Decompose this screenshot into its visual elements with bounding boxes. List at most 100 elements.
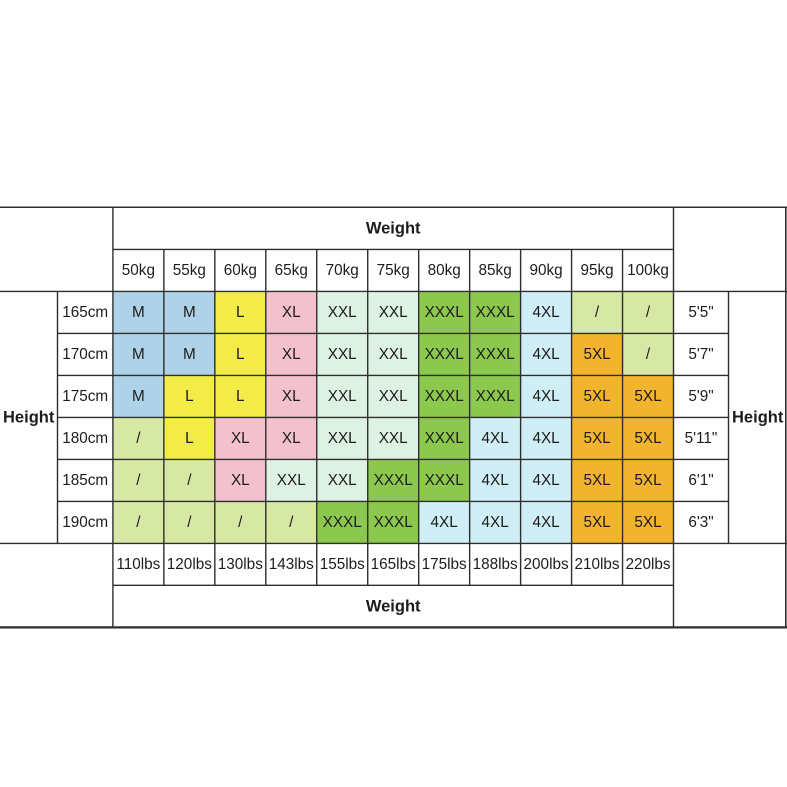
svg-text:/: / <box>646 346 651 363</box>
svg-text:4XL: 4XL <box>532 514 559 531</box>
svg-text:143lbs: 143lbs <box>269 556 314 573</box>
svg-text:5XL: 5XL <box>634 472 661 489</box>
svg-text:6'3": 6'3" <box>688 514 713 531</box>
svg-text:XXL: XXL <box>379 430 408 447</box>
svg-text:XXL: XXL <box>328 430 357 447</box>
svg-text:165lbs: 165lbs <box>371 556 416 573</box>
svg-text:4XL: 4XL <box>532 388 559 405</box>
svg-text:XXXL: XXXL <box>425 388 464 405</box>
svg-text:4XL: 4XL <box>482 430 509 447</box>
svg-text:Weight: Weight <box>366 219 421 237</box>
svg-text:120lbs: 120lbs <box>167 556 212 573</box>
svg-text:XXXL: XXXL <box>476 304 515 321</box>
svg-text:M: M <box>132 304 145 321</box>
svg-text:/: / <box>136 430 141 447</box>
svg-text:XXL: XXL <box>328 388 357 405</box>
svg-text:4XL: 4XL <box>532 346 559 363</box>
svg-text:/: / <box>187 514 192 531</box>
svg-text:175cm: 175cm <box>62 388 108 405</box>
svg-text:210lbs: 210lbs <box>575 556 620 573</box>
svg-text:L: L <box>185 388 194 405</box>
svg-text:/: / <box>289 514 294 531</box>
svg-text:L: L <box>185 430 194 447</box>
svg-text:130lbs: 130lbs <box>218 556 263 573</box>
svg-text:110lbs: 110lbs <box>116 556 160 573</box>
svg-text:85kg: 85kg <box>479 262 512 279</box>
svg-text:L: L <box>236 304 245 321</box>
svg-text:50kg: 50kg <box>122 262 155 279</box>
svg-text:5XL: 5XL <box>583 430 610 447</box>
svg-text:XXXL: XXXL <box>476 388 515 405</box>
svg-text:XL: XL <box>282 304 301 321</box>
svg-text:165cm: 165cm <box>62 304 108 321</box>
svg-text:5XL: 5XL <box>583 346 610 363</box>
svg-text:4XL: 4XL <box>532 430 559 447</box>
svg-text:175lbs: 175lbs <box>422 556 467 573</box>
svg-text:XXXL: XXXL <box>425 430 464 447</box>
svg-text:XXXL: XXXL <box>374 514 413 531</box>
svg-text:95kg: 95kg <box>580 262 613 279</box>
svg-text:L: L <box>236 346 245 363</box>
svg-text:Height: Height <box>3 408 55 426</box>
svg-text:XXL: XXL <box>328 304 357 321</box>
svg-text:4XL: 4XL <box>431 514 458 531</box>
svg-text:/: / <box>187 472 192 489</box>
svg-text:180cm: 180cm <box>62 430 108 447</box>
svg-text:XL: XL <box>282 388 301 405</box>
svg-text:5XL: 5XL <box>634 388 661 405</box>
svg-text:XL: XL <box>231 430 250 447</box>
svg-text:188lbs: 188lbs <box>473 556 518 573</box>
svg-text:XL: XL <box>231 472 250 489</box>
svg-text:/: / <box>136 514 141 531</box>
svg-text:XXL: XXL <box>328 346 357 363</box>
svg-text:XXXL: XXXL <box>476 346 515 363</box>
svg-text:5XL: 5XL <box>583 514 610 531</box>
svg-text:75kg: 75kg <box>377 262 410 279</box>
svg-text:L: L <box>236 388 245 405</box>
svg-text:90kg: 90kg <box>530 262 563 279</box>
svg-text:4XL: 4XL <box>482 472 509 489</box>
svg-text:5'11": 5'11" <box>685 430 718 447</box>
svg-text:4XL: 4XL <box>482 514 509 531</box>
svg-text:M: M <box>132 388 145 405</box>
svg-text:5XL: 5XL <box>634 430 661 447</box>
svg-text:XXXL: XXXL <box>323 514 362 531</box>
svg-text:Height: Height <box>732 408 784 426</box>
svg-text:200lbs: 200lbs <box>524 556 569 573</box>
svg-text:5XL: 5XL <box>634 514 661 531</box>
svg-text:XXXL: XXXL <box>425 304 464 321</box>
svg-text:XL: XL <box>282 430 301 447</box>
svg-text:Weight: Weight <box>366 597 421 615</box>
svg-text:6'1": 6'1" <box>688 472 713 489</box>
svg-text:70kg: 70kg <box>326 262 359 279</box>
svg-text:5XL: 5XL <box>583 472 610 489</box>
svg-text:5XL: 5XL <box>583 388 610 405</box>
svg-text:5'9": 5'9" <box>688 388 713 405</box>
svg-text:65kg: 65kg <box>275 262 308 279</box>
svg-text:55kg: 55kg <box>173 262 206 279</box>
svg-text:190cm: 190cm <box>62 514 108 531</box>
svg-text:XXL: XXL <box>328 472 357 489</box>
svg-text:XXL: XXL <box>277 472 306 489</box>
svg-text:M: M <box>183 346 196 363</box>
svg-text:XXXL: XXXL <box>425 346 464 363</box>
svg-text:/: / <box>136 472 141 489</box>
svg-text:/: / <box>595 304 600 321</box>
svg-text:5'7": 5'7" <box>688 346 713 363</box>
svg-text:220lbs: 220lbs <box>625 556 670 573</box>
svg-text:XXXL: XXXL <box>374 472 413 489</box>
svg-text:/: / <box>646 304 651 321</box>
svg-text:60kg: 60kg <box>224 262 257 279</box>
svg-text:XXL: XXL <box>379 304 408 321</box>
svg-text:155lbs: 155lbs <box>320 556 365 573</box>
svg-text:M: M <box>132 346 145 363</box>
svg-text:XXL: XXL <box>379 388 408 405</box>
svg-text:M: M <box>183 304 196 321</box>
svg-text:XL: XL <box>282 346 301 363</box>
svg-text:80kg: 80kg <box>428 262 461 279</box>
svg-text:5'5": 5'5" <box>688 304 713 321</box>
svg-text:XXL: XXL <box>379 346 408 363</box>
svg-text:185cm: 185cm <box>62 472 108 489</box>
svg-text:/: / <box>238 514 243 531</box>
svg-text:100kg: 100kg <box>627 262 669 279</box>
